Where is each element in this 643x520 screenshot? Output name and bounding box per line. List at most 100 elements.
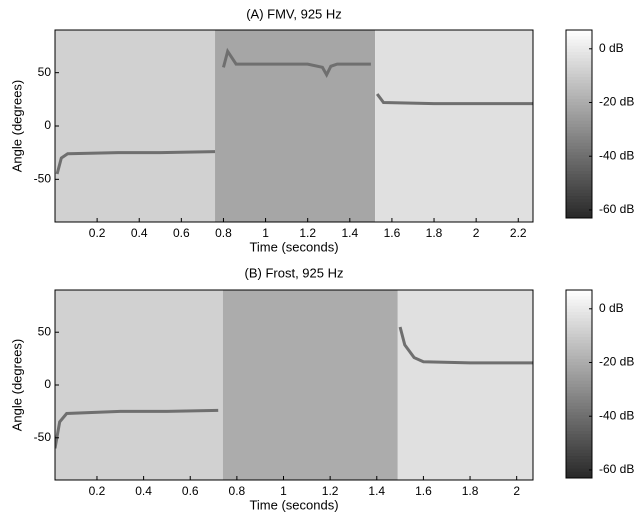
x-tick-label: 1.2 [299, 226, 316, 240]
colorbar-slice [566, 111, 592, 116]
colorbar-slice [566, 89, 592, 94]
colorbar-slice [566, 387, 592, 391]
colorbar-slice [566, 421, 592, 426]
colorbar-slice [566, 471, 592, 476]
x-tick-label: 2 [513, 484, 520, 498]
colorbar-slice [566, 393, 592, 398]
colorbar-slice [566, 349, 592, 354]
colorbar-slice [566, 155, 592, 159]
colorbar-slice [566, 73, 592, 78]
colorbar-slice [566, 117, 592, 122]
colorbar-slice [566, 33, 592, 37]
x-tick-label: 1.4 [368, 484, 385, 498]
x-axis-label: Time (seconds) [249, 497, 338, 512]
colorbar-slice [566, 124, 592, 128]
colorbar-slice [566, 211, 592, 216]
colorbar-slice [566, 145, 592, 150]
colorbar-slice [566, 61, 592, 65]
x-tick-label: 1 [262, 226, 269, 240]
colorbar-slice [566, 371, 592, 376]
colorbar-slice [566, 465, 592, 470]
colorbar-slice [566, 208, 592, 213]
colorbar-slice [566, 139, 592, 144]
colorbar-slice [566, 355, 592, 360]
colorbar-slice [566, 296, 592, 300]
plot-area [55, 30, 533, 222]
colorbar-slice [566, 102, 592, 106]
x-tick-label: 0.2 [89, 226, 106, 240]
colorbar-slice [566, 186, 592, 191]
colorbar-slice [566, 36, 592, 40]
x-tick-label: 0.4 [135, 484, 152, 498]
x-tick-label: 0.4 [131, 226, 148, 240]
colorbar-slice [566, 311, 592, 316]
colorbar-slice [566, 205, 592, 210]
colorbar-slice [566, 318, 592, 322]
track [398, 326, 533, 365]
colorbar-slice [566, 446, 592, 451]
region [222, 290, 398, 480]
y-tick-label: 50 [38, 65, 52, 79]
colorbar-slice [566, 474, 592, 479]
x-tick-label: 1 [280, 484, 287, 498]
colorbar-slice [566, 324, 592, 329]
x-tick-label: 1.6 [415, 484, 432, 498]
region [397, 290, 533, 480]
colorbar-slice [566, 120, 592, 125]
colorbar-tick-label: -20 dB [599, 95, 634, 109]
colorbar-slice [566, 302, 592, 307]
colorbar-slice [566, 377, 592, 382]
track [55, 150, 216, 175]
colorbar-slice [566, 136, 592, 141]
y-tick-label: 0 [44, 118, 51, 132]
colorbar-slice [566, 67, 592, 72]
colorbar-tick-label: 0 dB [599, 301, 624, 315]
colorbar-slice [566, 98, 592, 103]
colorbar-slice [566, 108, 592, 112]
colorbar-slice [566, 214, 592, 219]
colorbar-slice [566, 412, 592, 416]
colorbar-slice [566, 459, 592, 463]
colorbar-slice [566, 95, 592, 100]
colorbar-slice [566, 384, 592, 388]
colorbar-slice [566, 192, 592, 197]
colorbar-tick-label: -60 dB [599, 462, 634, 476]
colorbar-slice [566, 434, 592, 438]
x-tick-label: 2.2 [510, 226, 527, 240]
colorbar-slice [566, 452, 592, 457]
colorbar-slice [566, 133, 592, 138]
colorbar-slice [566, 196, 592, 200]
x-tick-label: 2 [473, 226, 480, 240]
colorbar-slice [566, 358, 592, 363]
x-tick-label: 1.8 [426, 226, 443, 240]
colorbar-slice [566, 180, 592, 185]
colorbar-slice [566, 171, 592, 175]
colorbar-slice [566, 415, 592, 419]
colorbar-slice [566, 390, 592, 394]
colorbar-slice [566, 86, 592, 91]
colorbar-slice [566, 77, 592, 81]
x-tick-label: 0.8 [215, 226, 232, 240]
x-tick-label: 1.4 [341, 226, 358, 240]
colorbar-slice [566, 343, 592, 347]
colorbar-slice [566, 380, 592, 385]
colorbar-slice [566, 152, 592, 156]
colorbar-slice [566, 462, 592, 466]
colorbar-tick-label: -20 dB [599, 355, 634, 369]
colorbar-slice [566, 158, 592, 163]
region [375, 30, 533, 222]
colorbar-slice [566, 402, 592, 407]
colorbar-slice [566, 368, 592, 372]
colorbar-slice [566, 83, 592, 87]
colorbar-slice [566, 431, 592, 435]
colorbar-slice [566, 427, 592, 432]
colorbar-slice [566, 189, 592, 194]
colorbar-slice [566, 308, 592, 313]
colorbar-slice [566, 70, 592, 75]
colorbar-frame [565, 289, 593, 479]
region [55, 290, 223, 480]
colorbar-slice [566, 396, 592, 401]
colorbar-tick-label: 0 dB [599, 41, 624, 55]
colorbar-tick-label: -60 dB [599, 202, 634, 216]
